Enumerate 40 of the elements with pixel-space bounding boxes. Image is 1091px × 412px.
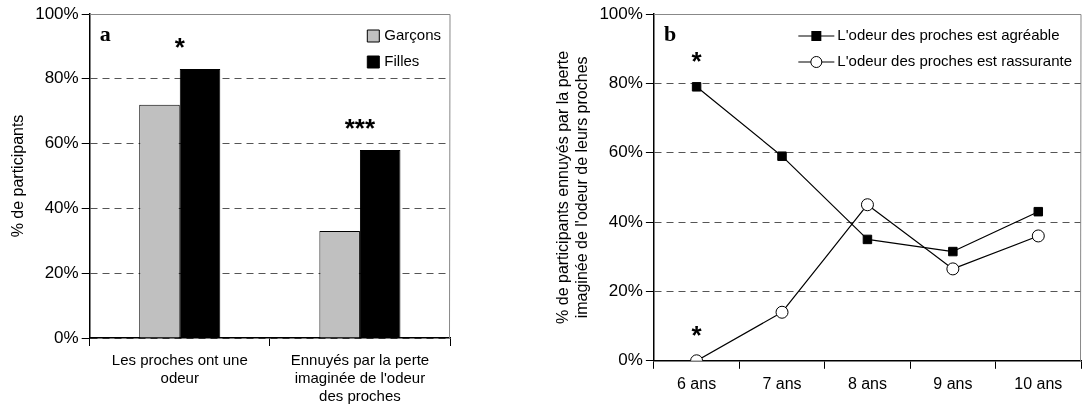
- annotation: b: [663, 20, 677, 46]
- y-tick-label: 40%: [44, 198, 79, 218]
- point: [777, 151, 787, 161]
- legend-label: Filles: [384, 52, 420, 70]
- y-tick-label: 0%: [54, 327, 79, 347]
- annotation: *: [691, 46, 703, 76]
- y-tick-label: 80%: [44, 68, 79, 88]
- x-tick-label: 8 ans: [847, 374, 888, 392]
- x-tick-label: 7 ans: [762, 374, 802, 392]
- y-tick-label: 60%: [44, 133, 79, 153]
- point: [860, 198, 874, 212]
- y-tick-label: 100%: [599, 3, 643, 23]
- x-tick-label: Ennuyés par la perte imaginée de l'odeur des proches: [290, 351, 430, 405]
- y-tick-label: 40%: [608, 211, 643, 231]
- x-tick-label: 6 ans: [677, 374, 717, 392]
- y-axis-title: % de participants ennuyés par la perte imaginée de l'odeur de leurs proches: [554, 50, 591, 324]
- point: [1033, 206, 1044, 217]
- x-tick-label: Les proches ont une odeur: [111, 351, 248, 387]
- y-tick-label: 0%: [618, 350, 643, 370]
- y-tick-label: 80%: [608, 73, 643, 93]
- y-axis-title: % de participants: [9, 114, 27, 238]
- x-tick-label: 10 ans: [1014, 374, 1063, 392]
- y-tick-label: 20%: [44, 262, 79, 282]
- point: [1031, 229, 1045, 243]
- legend-label: Garçons: [384, 26, 442, 44]
- annotation: ***: [344, 113, 376, 144]
- y-tick-label: 100%: [35, 3, 79, 23]
- point: [948, 246, 958, 257]
- point: [862, 234, 873, 245]
- y-tick-label: 20%: [608, 281, 643, 301]
- y-tick-label: 60%: [608, 142, 643, 162]
- point: [946, 262, 960, 276]
- point: [691, 82, 702, 92]
- legend-label: L'odeur des proches est agréable: [837, 26, 1060, 44]
- x-tick-label: 9 ans: [933, 374, 973, 392]
- point: [775, 305, 789, 319]
- annotation: *: [174, 32, 186, 63]
- annotation: a: [99, 20, 111, 46]
- annotation: *: [691, 319, 703, 350]
- legend-label: L'odeur des proches est rassurante: [837, 52, 1072, 70]
